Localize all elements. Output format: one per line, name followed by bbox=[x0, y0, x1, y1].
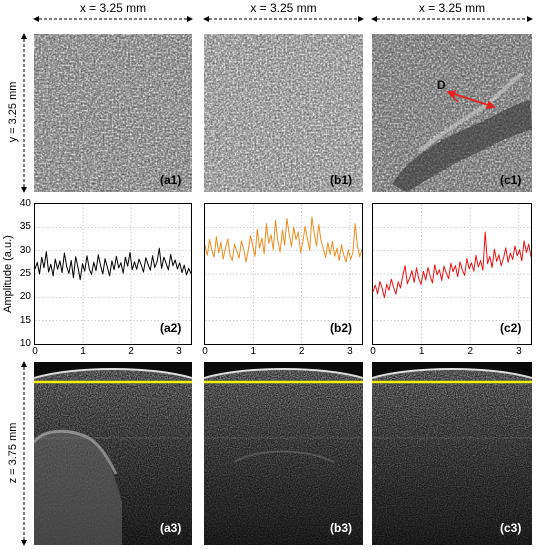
enface-image-c1 bbox=[372, 34, 532, 192]
diameter-label: D bbox=[437, 78, 446, 92]
x-dimension-label-b: x = 3.25 mm bbox=[250, 1, 317, 15]
plot-svg-a2 bbox=[35, 204, 191, 344]
enface-image-a1 bbox=[34, 34, 192, 192]
x-tick-label-c2: 0 bbox=[370, 346, 376, 357]
x-dimension-arrows bbox=[33, 16, 533, 22]
x-tick-label-b2: 3 bbox=[347, 346, 353, 357]
dark-duct-structure bbox=[392, 100, 532, 192]
panel-label-a2: (a2) bbox=[160, 321, 182, 335]
x-tick-label-a2: 3 bbox=[176, 346, 182, 357]
amplitude-plot-c2 bbox=[372, 203, 532, 345]
x-tick-label-b2: 2 bbox=[298, 346, 305, 357]
x-dimension-label-c: x = 3.25 mm bbox=[418, 1, 486, 15]
series-line-a2 bbox=[35, 247, 191, 281]
amplitude-plot-a2 bbox=[34, 203, 192, 345]
bscan-image-b3 bbox=[204, 362, 363, 545]
x-tick-label-a2: 2 bbox=[128, 346, 134, 357]
panel-label-c2: (c2) bbox=[500, 321, 522, 335]
y-tick-label: 25 bbox=[19, 268, 31, 279]
x-tick-label-a2: 0 bbox=[32, 346, 38, 357]
x-tick-label-a2: 1 bbox=[80, 346, 86, 357]
y-tick-label: 30 bbox=[19, 244, 31, 256]
y-tick-label: 20 bbox=[19, 291, 31, 303]
panel-label-c3: (c3) bbox=[500, 521, 522, 535]
y-tick-label: 10 bbox=[19, 338, 31, 349]
x-tick-label-b2: 1 bbox=[250, 346, 257, 357]
panel-label-b3: (b3) bbox=[330, 521, 352, 535]
x-dimension-label-a: x = 3.25 mm bbox=[79, 1, 147, 15]
y-dimension-label: y = 3.25 mm bbox=[7, 81, 19, 143]
x-tick-label-c2: 1 bbox=[418, 346, 425, 357]
panel-label-b2: (b2) bbox=[330, 321, 352, 335]
panel-label-b1: (b1) bbox=[330, 173, 352, 187]
amplitude-plot-b2 bbox=[204, 203, 363, 345]
diameter-arrow-annotation bbox=[446, 89, 496, 110]
panel-label-a3: (a3) bbox=[160, 521, 182, 535]
y-tick-label: 35 bbox=[19, 221, 31, 233]
x-tick-label-b2: 0 bbox=[202, 346, 208, 357]
series-line-c2 bbox=[373, 231, 531, 299]
bscan-image-a3 bbox=[34, 362, 192, 545]
plot-svg-b2 bbox=[205, 204, 362, 344]
panel-label-c1: (c1) bbox=[500, 173, 522, 187]
y-tick-label: 40 bbox=[19, 198, 31, 209]
y-dimension-arrow bbox=[21, 33, 27, 546]
enface-image-b1 bbox=[204, 34, 363, 192]
x-tick-label-c2: 2 bbox=[467, 346, 473, 357]
bright-lesion-dome bbox=[34, 431, 122, 545]
series-line-b2 bbox=[205, 216, 362, 263]
panel-label-a1: (a1) bbox=[160, 173, 182, 187]
plot-svg-c2 bbox=[373, 204, 531, 344]
z-dimension-label: z = 3.75 mm bbox=[7, 422, 19, 484]
bscan-image-c3 bbox=[372, 362, 532, 545]
x-tick-label-c2: 3 bbox=[516, 346, 522, 357]
y-tick-label: 15 bbox=[19, 314, 31, 326]
